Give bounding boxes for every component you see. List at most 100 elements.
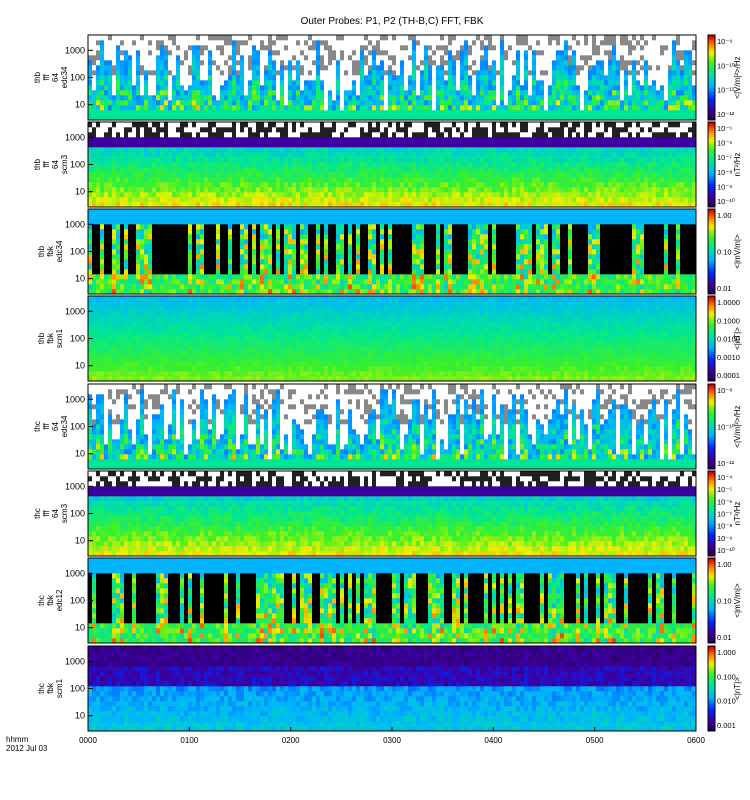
heatmap-cell (196, 105, 201, 111)
heatmap-cell (444, 45, 449, 51)
heatmap-cell (536, 197, 541, 203)
heatmap-cell (308, 152, 313, 158)
heatmap-cell (356, 192, 361, 198)
heatmap-cell (480, 70, 485, 76)
heatmap-cell (236, 100, 241, 106)
heatmap-cell (180, 187, 185, 193)
heatmap-cell (176, 115, 181, 121)
heatmap-cell (156, 127, 161, 133)
heatmap-cell (460, 80, 465, 86)
heatmap-cell (300, 182, 305, 188)
heatmap-cell (292, 177, 297, 183)
heatmap-cell (208, 162, 213, 168)
heatmap-cell (380, 55, 385, 61)
heatmap-cell (248, 172, 253, 178)
heatmap-cell (252, 127, 257, 133)
heatmap-cell (452, 147, 457, 153)
heatmap-cell (172, 167, 177, 173)
heatmap-cell (116, 192, 121, 198)
heatmap-cell (396, 147, 401, 153)
heatmap-cell (576, 197, 581, 203)
heatmap-cell (608, 147, 613, 153)
heatmap-cell (512, 197, 517, 203)
heatmap-cell (620, 177, 625, 183)
heatmap-cell (344, 147, 349, 153)
heatmap-cell (656, 147, 661, 153)
heatmap-cell (476, 105, 481, 111)
heatmap-cell (356, 182, 361, 188)
heatmap-cell (208, 197, 213, 203)
heatmap-cell (368, 110, 373, 116)
heatmap-cell (188, 127, 193, 133)
heatmap-cell (692, 147, 697, 153)
heatmap-cell (200, 167, 205, 173)
heatmap-cell (216, 147, 221, 153)
heatmap-cell (608, 177, 613, 183)
heatmap-cell (464, 40, 469, 46)
heatmap-cell (156, 157, 161, 163)
heatmap-cell (160, 137, 165, 143)
heatmap-cell (188, 105, 193, 111)
heatmap-cell (544, 75, 549, 81)
heatmap-cell (320, 172, 325, 178)
heatmap-cell (324, 202, 329, 208)
heatmap-cell (88, 147, 93, 153)
heatmap-cell (520, 192, 525, 198)
heatmap-cell (360, 177, 365, 183)
heatmap-cell (520, 65, 525, 71)
heatmap-cell (176, 90, 181, 96)
heatmap-cell (308, 105, 313, 111)
heatmap-cell (620, 60, 625, 66)
heatmap-cell (228, 167, 233, 173)
heatmap-cell (556, 80, 561, 86)
heatmap-cell (128, 65, 133, 71)
heatmap-cell (248, 100, 253, 106)
heatmap-cell (252, 90, 257, 96)
heatmap-cell (668, 65, 673, 71)
heatmap-cell (580, 70, 585, 76)
heatmap-cell (472, 197, 477, 203)
heatmap-cell (664, 85, 669, 91)
heatmap-cell (292, 110, 297, 116)
heatmap-cell (304, 40, 309, 46)
heatmap-cell (156, 85, 161, 91)
heatmap-cell (520, 187, 525, 193)
heatmap-cell (316, 192, 321, 198)
heatmap-cell (312, 40, 317, 46)
heatmap-cell (320, 35, 325, 41)
heatmap-cell (664, 105, 669, 111)
heatmap-cell (596, 147, 601, 153)
heatmap-cell (508, 75, 513, 81)
heatmap-cell (492, 142, 497, 148)
heatmap-cell (376, 147, 381, 153)
heatmap-cell (416, 60, 421, 66)
heatmap-cell (436, 197, 441, 203)
heatmap-cell (608, 95, 613, 101)
heatmap-cell (528, 147, 533, 153)
heatmap-cell (412, 105, 417, 111)
heatmap-cell (96, 65, 101, 71)
heatmap-cell (284, 137, 289, 143)
heatmap-cell (232, 182, 237, 188)
heatmap-cell (120, 127, 125, 133)
heatmap-cell (588, 95, 593, 101)
heatmap-cell (476, 172, 481, 178)
heatmap-cell (312, 192, 317, 198)
heatmap-cell (140, 167, 145, 173)
heatmap-cell (520, 90, 525, 96)
heatmap-cell (400, 105, 405, 111)
heatmap-cell (216, 70, 221, 76)
heatmap-cell (228, 142, 233, 148)
heatmap-cell (404, 187, 409, 193)
heatmap-cell (224, 115, 229, 121)
heatmap-cell (224, 95, 229, 101)
heatmap-cell (616, 110, 621, 116)
heatmap-cell (376, 197, 381, 203)
heatmap-cell (456, 202, 461, 208)
heatmap-cell (620, 202, 625, 208)
heatmap-cell (440, 70, 445, 76)
colorbar-segment (708, 75, 715, 78)
heatmap-cell (616, 182, 621, 188)
heatmap-cell (692, 182, 697, 188)
heatmap-cell (116, 60, 121, 66)
